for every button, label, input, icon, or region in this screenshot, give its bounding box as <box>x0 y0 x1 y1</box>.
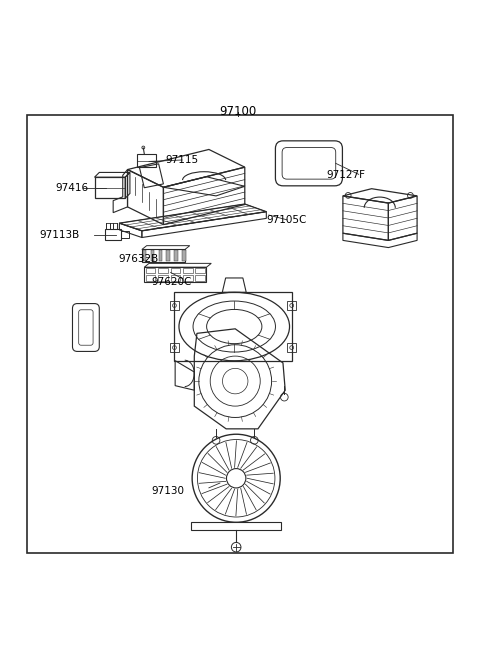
Bar <box>174 250 178 261</box>
Bar <box>167 250 170 261</box>
Bar <box>195 275 205 280</box>
Bar <box>105 229 121 240</box>
Text: 97416: 97416 <box>56 183 89 193</box>
Bar <box>158 275 168 280</box>
Bar <box>170 268 180 273</box>
Bar <box>143 250 146 261</box>
Bar <box>95 178 125 198</box>
Bar <box>121 231 129 238</box>
Bar <box>169 301 179 310</box>
Bar <box>170 275 180 280</box>
Text: 97130: 97130 <box>152 486 184 496</box>
Text: 97105C: 97105C <box>266 215 307 225</box>
Bar <box>146 268 156 273</box>
Bar <box>182 250 186 261</box>
Bar <box>183 275 192 280</box>
Bar <box>137 154 156 167</box>
Text: 97620C: 97620C <box>152 276 192 286</box>
Text: 97127F: 97127F <box>326 170 365 180</box>
Bar <box>27 115 453 553</box>
Text: 97113B: 97113B <box>39 230 79 240</box>
Text: 97632B: 97632B <box>118 254 158 264</box>
Bar <box>146 275 156 280</box>
Bar <box>191 522 281 530</box>
Text: 97115: 97115 <box>166 155 199 165</box>
Bar <box>195 268 205 273</box>
Bar <box>287 343 297 352</box>
Bar <box>151 250 154 261</box>
Bar <box>169 343 179 352</box>
Text: 97100: 97100 <box>219 105 256 118</box>
Bar <box>287 301 297 310</box>
Bar <box>183 268 192 273</box>
Bar <box>158 268 168 273</box>
Bar <box>158 250 162 261</box>
